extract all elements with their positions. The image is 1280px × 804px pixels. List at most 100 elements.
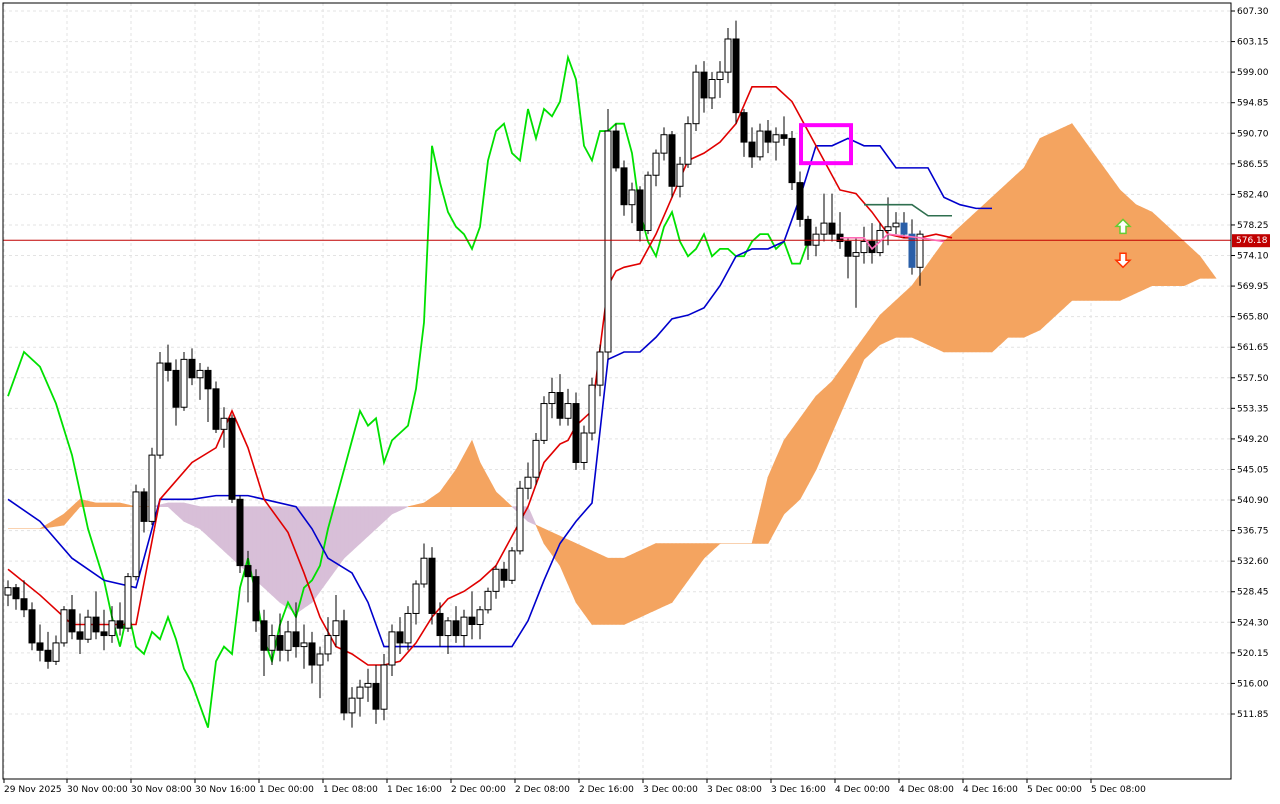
cloud-bear-segment [363,506,369,541]
cloud-bull-segment [1143,207,1149,290]
candle [660,127,668,161]
cloud-bear-segment [371,506,377,534]
cloud-bull-segment [603,555,609,625]
cloud-bull-segment [1163,222,1169,287]
cloud-bull-segment [1039,136,1045,331]
x-tick-label: 4 Dec 16:00 [963,785,1018,795]
cloud-bull-segment [671,543,677,604]
candle [412,580,420,625]
y-tick-label: 574.10 [1237,252,1269,262]
candle-body-bear [140,491,148,522]
candle [812,226,820,257]
candle [196,363,204,400]
cloud-bull-segment [1171,229,1177,287]
candle [852,237,860,308]
candle [652,149,660,187]
cloud-bull-segment [507,502,513,507]
cloud-bull-segment [647,544,653,614]
cloud-bull-segment [111,502,117,507]
candle [580,425,588,470]
cloud-bull-segment [679,543,685,593]
cloud-bull-segment [115,502,121,507]
candle-body-bull [300,642,308,648]
y-tick-label: 569.95 [1237,282,1269,292]
candle [572,392,580,470]
y-tick-label: 599.00 [1237,68,1269,78]
cloud-bull-segment [667,543,673,605]
cloud-bear-segment [259,506,265,589]
y-tick-label: 561.65 [1237,343,1269,353]
candle [548,377,556,419]
cloud-bull-segment [911,279,917,340]
cloud-bull-segment [95,502,101,507]
candle [532,433,540,485]
cloud-bull-segment [951,229,957,353]
candle-body-bear [828,222,836,235]
cloud-bull-segment [879,310,885,346]
cloud-bear-segment [223,506,229,556]
cloud-bull-segment [1151,211,1157,287]
candle [20,580,28,618]
cloud-bull-segment [899,292,905,338]
cloud-bull-segment [595,552,601,625]
cloud-bull-segment [1175,233,1181,287]
forecast-kijun-line [864,203,952,217]
cloud-bear-segment [207,506,213,541]
candle [564,388,572,426]
candle [820,193,828,242]
y-tick-label: 590.70 [1237,129,1269,139]
candle-body-bear [780,134,788,139]
y-tick-label: 520.15 [1237,649,1269,659]
cloud-bear-segment [375,506,381,530]
candle-body-bull [892,222,900,228]
candle [748,127,756,168]
y-tick-label: 528.45 [1237,588,1269,598]
candle [772,127,780,161]
cloud-bull-segment [1075,128,1081,301]
candle-body-bear [788,137,796,184]
tenkan-sen-line [7,86,953,666]
cloud-bull-segment [907,285,913,338]
candle [804,215,812,260]
cloud-bull-segment [1191,248,1197,283]
x-tick-label: 29 Nov 2025 [4,785,62,795]
cloud-bull-segment [583,546,589,620]
candle-body-bull [124,576,132,629]
candle-body-bear [740,112,748,143]
cloud-bull-segment [871,319,877,353]
candle-body-bull [660,134,668,154]
cloud-bull-segment [835,369,841,424]
candle [228,414,236,503]
cloud-bull-segment [943,237,949,353]
candle [276,613,284,662]
cloud-bull-segment [875,314,881,350]
cloud-bull-segment [1051,130,1057,320]
cloud-bull-segment [1055,128,1061,316]
x-tick-label: 4 Dec 00:00 [835,785,890,795]
cloud-bull-segment [1127,196,1133,298]
plot-frame [2,2,1232,780]
candle-body-bull [588,384,596,434]
cloud-bear-segment [343,506,349,559]
cloud-bull-segment [963,218,969,353]
candle-body-bear [764,130,772,143]
candle-body-bear [252,576,260,622]
candle-body-bear [188,358,196,379]
candle-body-bear [76,631,84,640]
candle-body-bull [332,620,340,637]
candle-body-bear [44,649,52,662]
y-tick-label: 586.55 [1237,160,1269,170]
cloud-bear-segment [195,505,201,530]
cloud-bull-segment [1103,166,1109,301]
cloud-bear-segment [287,506,293,612]
cloud-bull-segment [451,468,457,507]
candle-body-bull [628,189,636,206]
cloud-bull-segment [1111,177,1117,301]
cloud-bull-segment [767,467,773,544]
candle-body-bull [596,351,604,386]
candle-body-bear [668,134,676,187]
candle [756,123,764,161]
candle [740,108,748,157]
cloud-bull-segment [471,440,477,507]
y-tick-label: 524.30 [1237,618,1269,628]
